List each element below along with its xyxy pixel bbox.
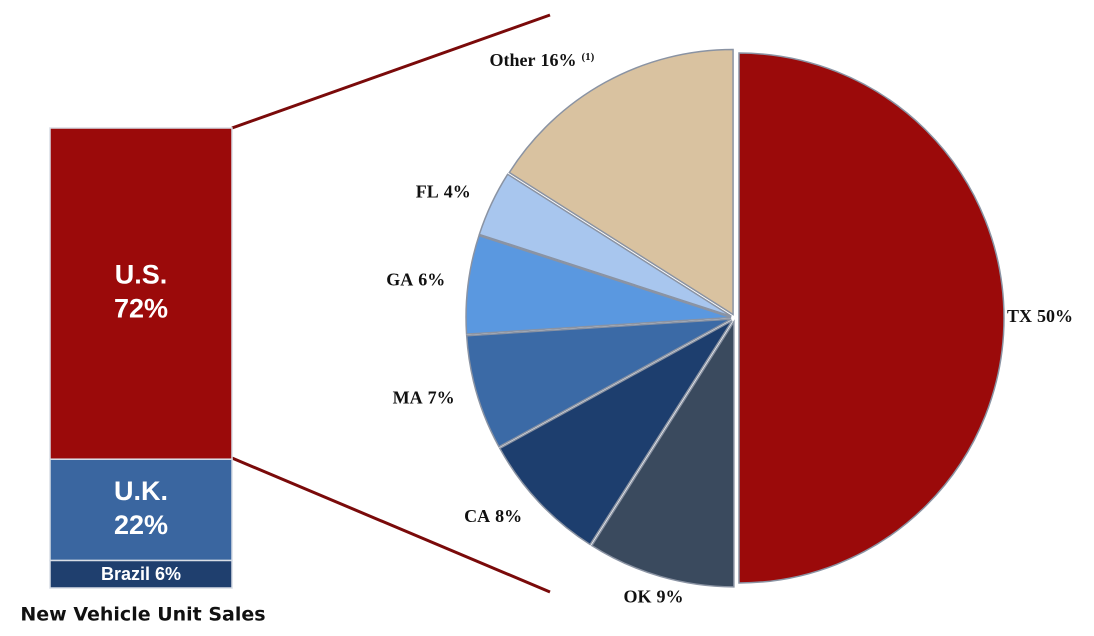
label-part: 6% [418, 270, 445, 290]
pie-slice [465, 234, 732, 335]
label-part: 4% [444, 182, 471, 202]
segment-label: Brazil 6% [101, 564, 181, 584]
bar-segment [49, 458, 233, 562]
pie-slice [498, 320, 733, 546]
segment-value: 22% [114, 510, 168, 540]
slice-label: CA 8% [464, 506, 522, 526]
label-part: MA [393, 388, 423, 408]
slice-label: MA 7% [393, 388, 455, 408]
label-part: 7% [428, 388, 455, 408]
pie-slice [508, 48, 734, 316]
label-part: Other [490, 50, 536, 70]
pie-slice [465, 318, 732, 448]
label-part: 6% [155, 564, 181, 584]
label-part: (1) [581, 51, 594, 63]
label-part: 9% [657, 587, 684, 607]
label-part: CA [464, 506, 490, 526]
label-part: 8% [495, 506, 522, 526]
pie-slice [590, 319, 735, 588]
pie-slice [738, 52, 1005, 584]
segment-name: U.S. [115, 260, 168, 290]
connector [231, 13, 551, 130]
label-part: 16% [540, 50, 576, 70]
label-part: Brazil [101, 564, 150, 584]
slice-label: Other 16% (1) [490, 50, 595, 70]
segment-value: 72% [114, 294, 168, 324]
category-label: New Vehicle Unit Sales [20, 604, 265, 626]
bar-segment [49, 127, 233, 460]
connector [231, 456, 551, 594]
label-part: 50% [1037, 306, 1073, 326]
slice-label: FL 4% [416, 182, 471, 202]
slice-label: TX 50% [1007, 306, 1073, 326]
label-part: OK [624, 587, 652, 607]
bar-segment [49, 559, 233, 589]
label-part: GA [386, 270, 413, 290]
slice-label: OK 9% [624, 587, 684, 607]
pie-slice [478, 173, 732, 318]
segment-name: U.K. [114, 476, 168, 506]
label-part: FL [416, 182, 439, 202]
slice-label: GA 6% [386, 270, 445, 290]
label-part: TX [1007, 306, 1032, 326]
